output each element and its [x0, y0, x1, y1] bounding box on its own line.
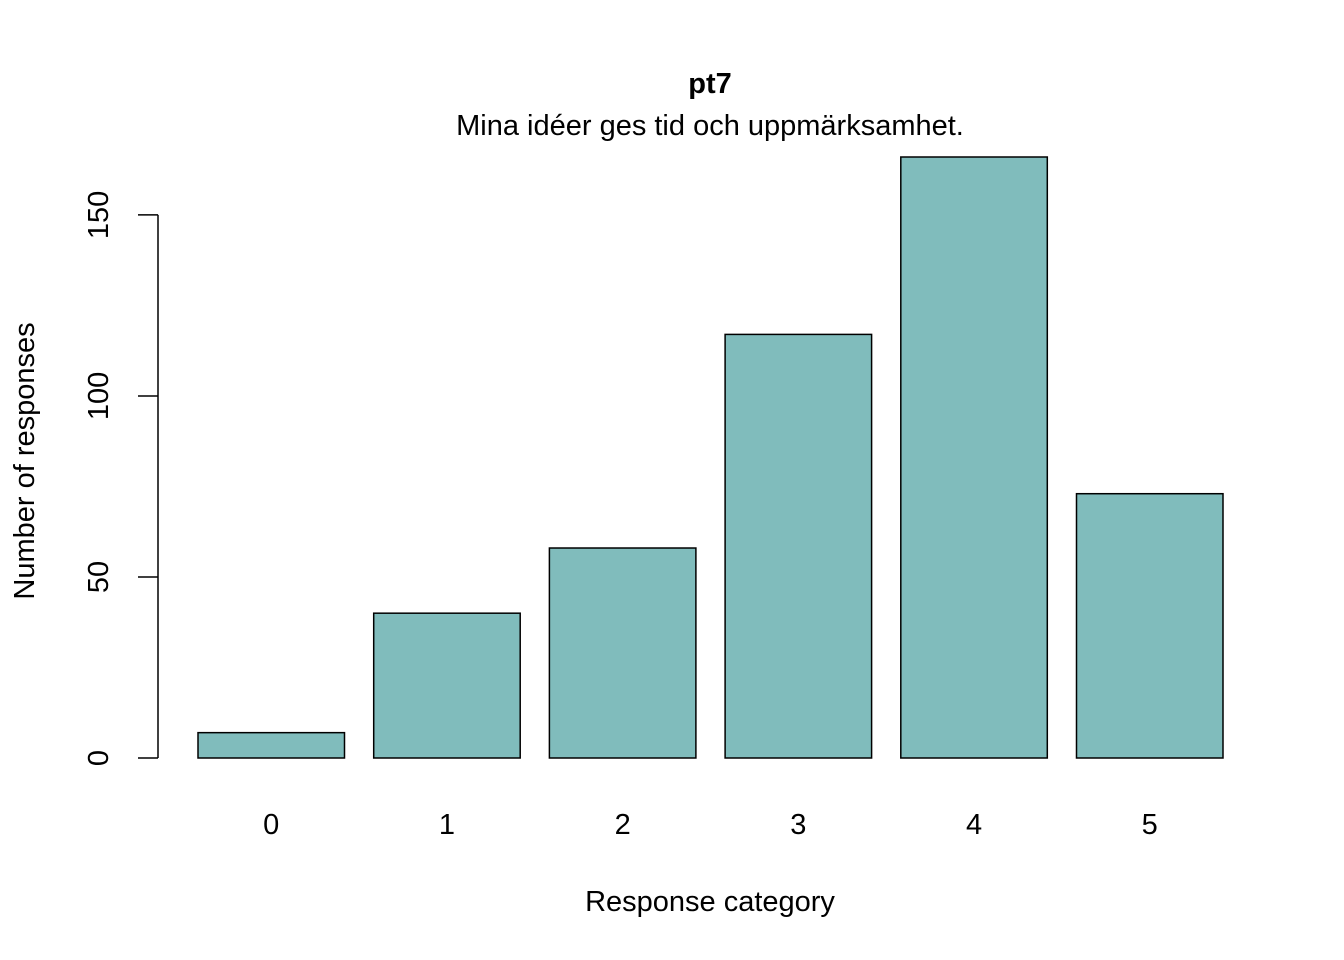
x-axis-label: Response category [585, 886, 835, 918]
bar-1 [372, 612, 521, 759]
y-tick-label: 100 [83, 372, 115, 420]
chart-subtitle: Mina idéer ges tid och uppmärksamhet. [456, 110, 964, 142]
bar-4 [900, 156, 1049, 759]
x-tick-label: 5 [1142, 809, 1158, 841]
x-tick-label: 0 [263, 809, 279, 841]
bars-group [197, 156, 1224, 759]
bar-3 [724, 333, 873, 759]
bar-2 [548, 547, 697, 759]
x-tick-label: 3 [790, 809, 806, 841]
y-tick-label: 150 [83, 191, 115, 239]
y-tick-label: 0 [83, 750, 115, 766]
y-axis-label: Number of responses [9, 322, 41, 599]
x-tick-label: 2 [615, 809, 631, 841]
x-tick-label: 1 [439, 809, 455, 841]
bar-0 [197, 731, 346, 759]
x-tick-labels: 0 1 2 3 4 5 [263, 809, 1158, 841]
x-tick-label: 4 [966, 809, 982, 841]
y-axis: 0 50 100 150 [83, 191, 159, 766]
bar-5 [1075, 492, 1224, 759]
y-tick-label: 50 [83, 561, 115, 593]
chart-title: pt7 [688, 68, 732, 100]
